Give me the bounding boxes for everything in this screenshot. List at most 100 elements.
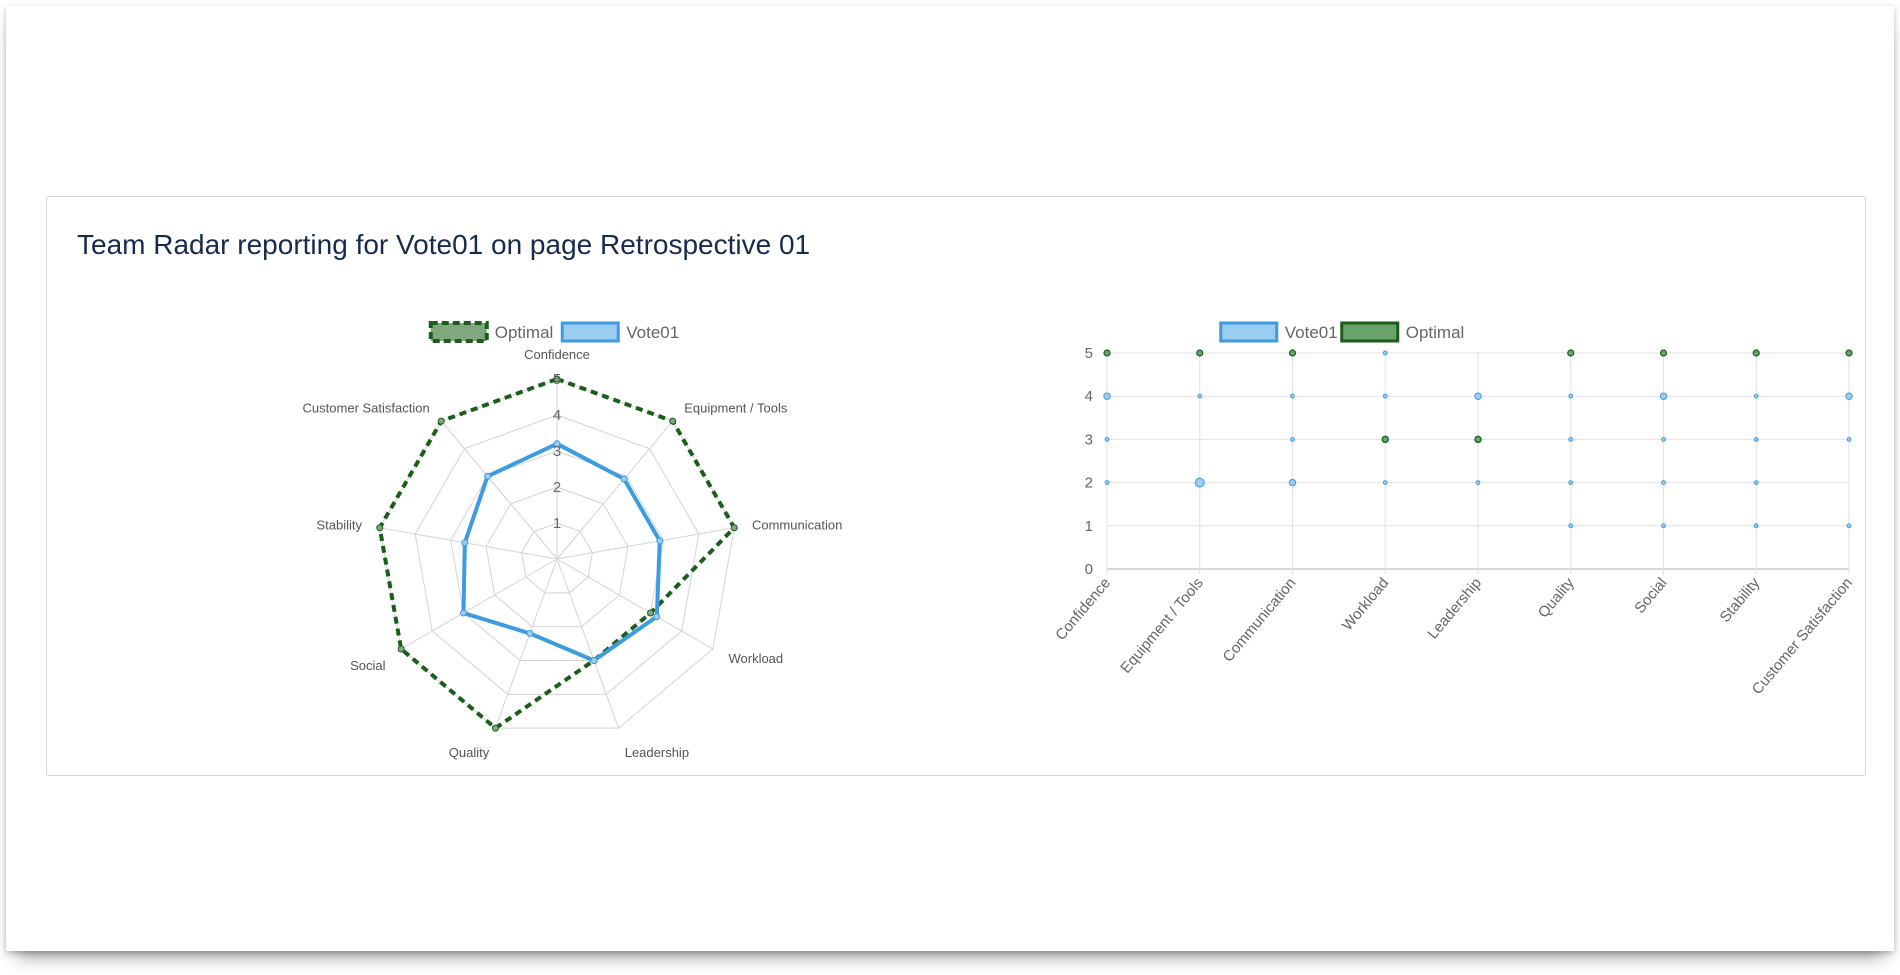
scatter-point-vote01-confidence-3	[1104, 437, 1110, 442]
scatter-x-tick-label-workload: Workload	[1339, 575, 1393, 634]
radar-spoke-quality	[494, 558, 558, 729]
scatter-point-vote01-social-4	[1659, 392, 1668, 400]
scatter-point-optimal-quality	[1567, 349, 1575, 357]
radar-point-vote01-workload	[653, 613, 661, 621]
scatter-point-vote01-quality-2	[1568, 480, 1574, 486]
radar-tick-label-5: 5	[553, 371, 561, 388]
scatter-point-vote01-stability-4	[1753, 393, 1759, 399]
radar-point-vote01-quality	[526, 629, 534, 637]
scatter-point-vote01-quality-3	[1568, 437, 1574, 442]
scatter-x-tick-label-equipment-tools: Equipment / Tools	[1117, 575, 1206, 677]
scatter-x-tick-label-social: Social	[1631, 575, 1670, 617]
radar-grid-ring-1	[521, 522, 593, 594]
scatter-point-vote01-communication-3	[1290, 437, 1295, 442]
scatter-y-tick-label-0: 0	[1085, 561, 1093, 578]
scatter-point-optimal-workload	[1381, 435, 1389, 443]
radar-point-optimal-stability	[376, 524, 384, 532]
scatter-point-vote01-social-1	[1661, 523, 1666, 529]
scatter-y-tick-label-1: 1	[1085, 518, 1093, 535]
radar-grid-ring-2	[485, 486, 629, 628]
radar-legend-swatch-vote01	[560, 321, 620, 343]
scatter-point-vote01-leadership-2	[1475, 480, 1481, 486]
scatter-point-vote01-equipment-tools-4	[1197, 393, 1203, 399]
radar-legend-swatch-optimal	[428, 321, 489, 343]
radar-series-vote01	[461, 441, 662, 663]
scatter-point-optimal-social	[1659, 349, 1668, 357]
radar-point-vote01-social	[459, 609, 467, 617]
radar-spoke-customer-satisfaction	[440, 420, 558, 560]
radar-point-optimal-quality	[491, 724, 499, 732]
radar-spoke-workload	[556, 558, 714, 650]
radar-point-vote01-leadership	[590, 656, 598, 664]
scatter-point-vote01-workload-4	[1382, 393, 1388, 399]
radar-spoke-equipment-tools	[556, 420, 674, 560]
scatter-y-tick-label-5: 5	[1085, 345, 1093, 362]
radar-point-vote01-stability	[461, 539, 469, 547]
radar-point-optimal-social	[397, 645, 405, 653]
scatter-point-vote01-customer-satisfaction-3	[1846, 437, 1852, 442]
scatter-x-tick-label-quality: Quality	[1535, 574, 1578, 621]
radar-point-vote01-communication	[656, 537, 664, 545]
radar-legend-label-vote01: Vote01	[626, 323, 679, 342]
scatter-x-tick-label-customer-satisfaction: Customer Satisfaction	[1749, 575, 1856, 698]
radar-chart: Optimal Vote01 Confidence Equipment / Tools…	[303, 321, 842, 760]
scatter-legend-label-optimal: Optimal	[1406, 323, 1465, 342]
scatter-point-optimal-communication	[1288, 349, 1297, 357]
radar-axis-label-communication: Communication	[752, 518, 842, 533]
scatter-point-vote01-confidence-2	[1104, 480, 1110, 486]
scatter-point-vote01-social-2	[1661, 480, 1666, 486]
radar-spoke-social	[400, 558, 558, 650]
scatter-point-optimal-stability	[1752, 349, 1760, 357]
scatter-point-vote01-quality-1	[1568, 523, 1574, 529]
radar-spoke-leadership	[556, 558, 620, 729]
scatter-point-optimal-customer-satisfaction	[1845, 349, 1853, 357]
radar-spoke-stability	[379, 527, 558, 560]
radar-tick-label-4: 4	[553, 407, 561, 424]
radar-tick-label-3: 3	[553, 443, 561, 460]
radar-tick-label-2: 2	[553, 479, 561, 496]
radar-grid-ring-4	[414, 414, 700, 695]
window-frame: Team Radar reporting for Vote01 on page …	[6, 6, 1894, 951]
scatter-point-optimal-leadership	[1474, 435, 1482, 443]
scatter-x-tick-label-communication: Communication	[1220, 575, 1300, 666]
scatter-point-vote01-workload-5	[1382, 350, 1388, 356]
radar-point-optimal-confidence	[553, 375, 561, 383]
scatter-y-tick-label-4: 4	[1085, 388, 1093, 405]
radar-point-optimal-communication	[730, 524, 738, 532]
scatter-point-vote01-social-3	[1661, 437, 1666, 442]
page-title: Team Radar reporting for Vote01 on page …	[77, 229, 811, 260]
scatter-legend-swatch-optimal	[1340, 321, 1400, 343]
scatter-point-vote01-communication-2	[1288, 478, 1297, 487]
radar-point-optimal-equipment-tools	[669, 417, 677, 425]
scatter-y-tick-label-2: 2	[1085, 475, 1093, 492]
radar-axis-label-equipment-tools: Equipment / Tools	[684, 400, 788, 415]
scatter-x-tick-label-confidence: Confidence	[1052, 575, 1114, 644]
report-panel: Team Radar reporting for Vote01 on page …	[46, 196, 1866, 776]
scatter-point-vote01-communication-4	[1290, 393, 1295, 399]
scatter-point-vote01-stability-2	[1753, 480, 1759, 486]
radar-axis-label-social: Social	[350, 658, 386, 673]
scatter-x-tick-label-stability: Stability	[1717, 574, 1764, 626]
radar-axis-label-quality: Quality	[449, 745, 490, 760]
scatter-legend-label-vote01: Vote01	[1285, 323, 1338, 342]
scatter-x-tick-label-leadership: Leadership	[1424, 575, 1485, 643]
scatter-legend-swatch-vote01	[1219, 321, 1279, 343]
radar-spoke-communication	[556, 527, 735, 560]
radar-axis-label-leadership: Leadership	[625, 745, 689, 760]
scatter-point-vote01-workload-2	[1382, 480, 1388, 486]
radar-tick-label-1: 1	[553, 515, 561, 532]
scatter-point-vote01-equipment-tools-2	[1194, 477, 1205, 488]
scatter-point-vote01-stability-1	[1753, 523, 1759, 529]
scatter-point-vote01-customer-satisfaction-4	[1845, 392, 1853, 400]
radar-legend-label-optimal: Optimal	[495, 323, 554, 342]
radar-axis-label-confidence: Confidence	[524, 347, 590, 362]
scatter-chart: Vote01 Optimal 0 1 2 3 4 5 Confidence Equipment /…	[1052, 321, 1856, 698]
scatter-point-vote01-confidence-4	[1103, 392, 1111, 400]
scatter-point-vote01-leadership-4	[1474, 392, 1482, 400]
scatter-point-optimal-confidence	[1103, 349, 1111, 357]
radar-point-vote01-confidence	[553, 440, 561, 448]
radar-series-optimal	[377, 377, 737, 731]
scatter-point-vote01-quality-4	[1568, 393, 1574, 399]
radar-axis-label-stability: Stability	[316, 518, 362, 533]
scatter-y-tick-label-3: 3	[1085, 431, 1093, 448]
